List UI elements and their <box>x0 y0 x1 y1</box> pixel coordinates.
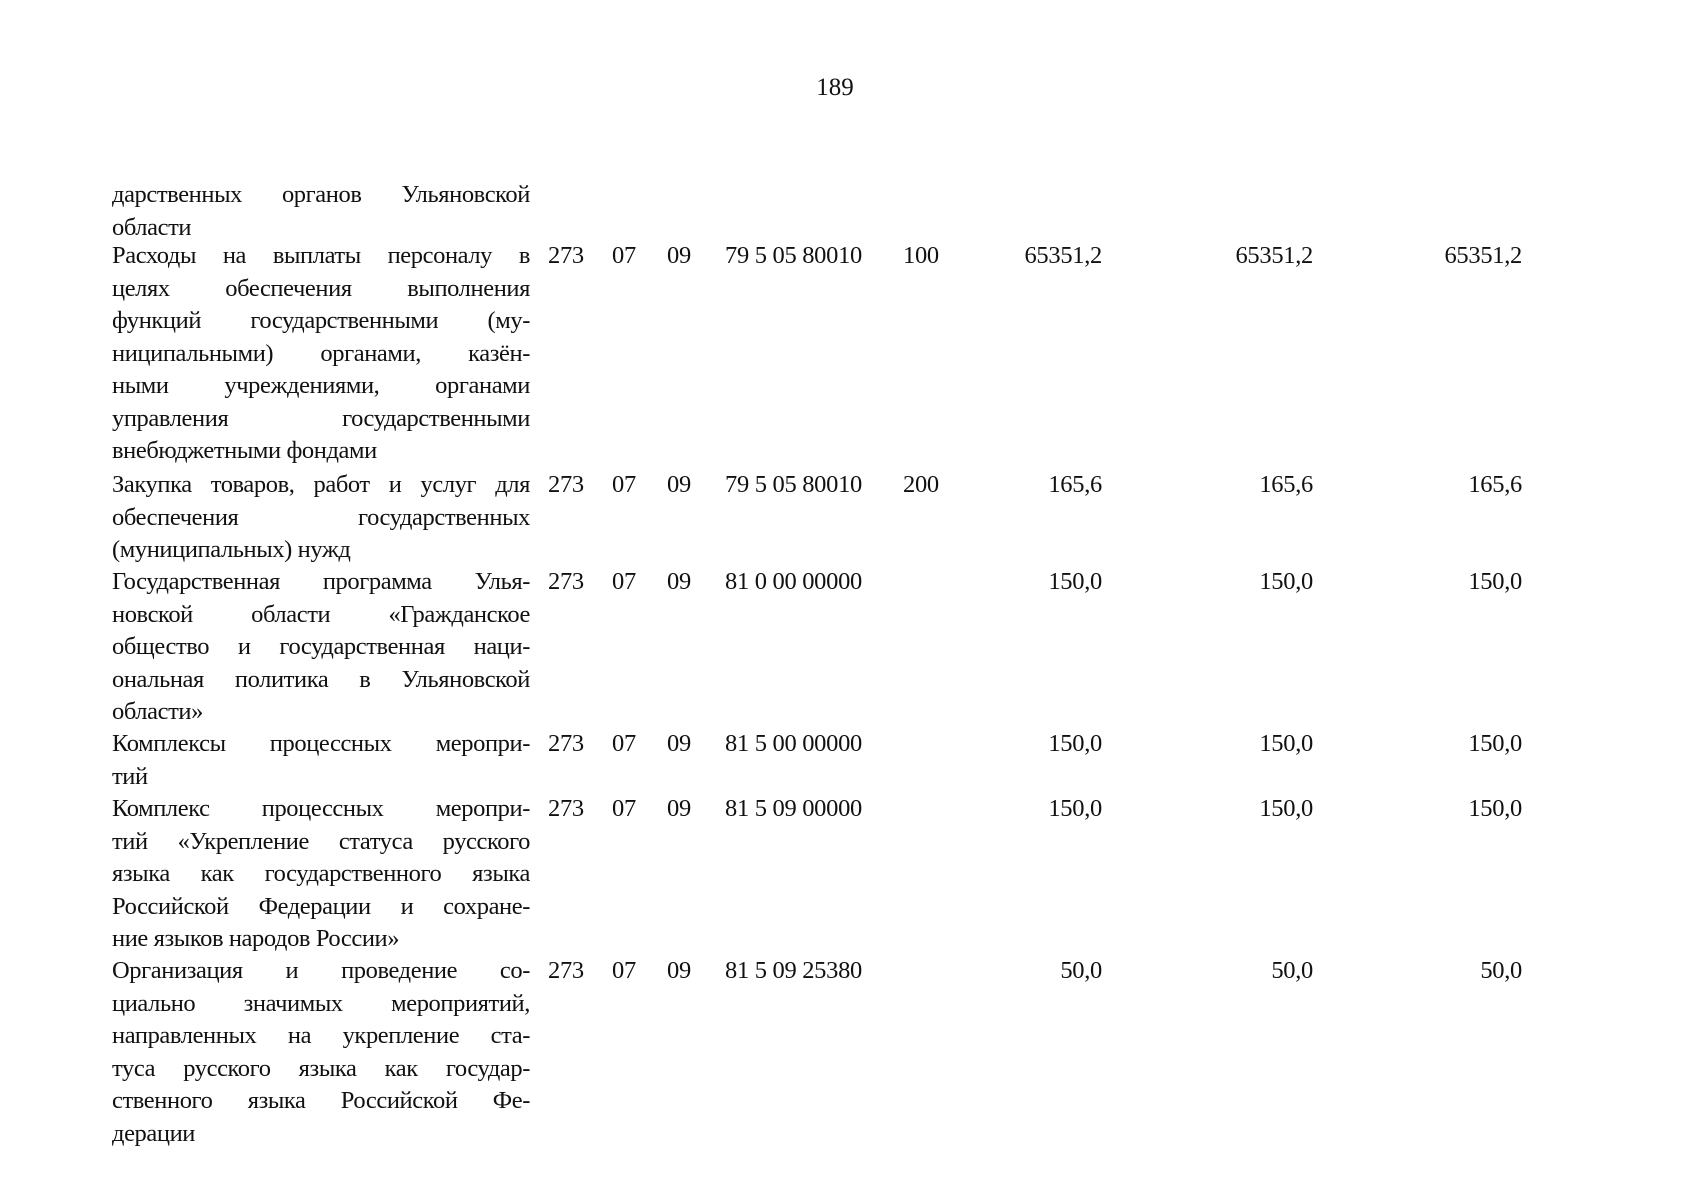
cell-v3: 65351,2 <box>1444 242 1522 269</box>
cell-grbs: 273 <box>548 957 584 984</box>
cell-v3: 50,0 <box>1480 957 1522 984</box>
cell-pr: 09 <box>667 568 691 595</box>
cell-pr: 09 <box>667 957 691 984</box>
cell-csr: 81 5 09 25380 <box>725 957 862 984</box>
description-line: тий «Укрепление статуса русского <box>112 827 530 855</box>
cell-pr: 09 <box>667 795 691 822</box>
row-description: Комплексы процессных меропри-тий <box>112 728 530 793</box>
cell-rz: 07 <box>612 795 636 822</box>
cell-v2: 165,6 <box>1259 471 1313 498</box>
description-line: Российской Федерации и сохране- <box>112 892 530 920</box>
row-description: Закупка товаров, работ и услуг для обеспе… <box>112 469 530 567</box>
cell-v3: 150,0 <box>1468 730 1522 757</box>
cell-rz: 07 <box>612 242 636 269</box>
cell-grbs: 273 <box>548 471 584 498</box>
description-line: Комплекс процессных меропри- <box>112 795 530 822</box>
cell-v3: 150,0 <box>1468 795 1522 822</box>
cell-v1: 150,0 <box>1048 730 1102 757</box>
cell-rz: 07 <box>612 471 636 498</box>
cell-csr: 81 0 00 00000 <box>725 568 862 595</box>
cell-v3: 150,0 <box>1468 568 1522 595</box>
description-line: области» <box>112 698 203 725</box>
description-line: общество и государственная наци- <box>112 633 530 660</box>
description-line: ниципальными) органами, казён- <box>112 339 530 367</box>
description-line: Расходы на выплаты персоналу в <box>112 242 530 269</box>
cell-v2: 65351,2 <box>1235 242 1313 269</box>
description-line: ными учреждениями, органами <box>112 372 530 399</box>
cell-rz: 07 <box>612 730 636 757</box>
cell-v1: 65351,2 <box>1024 242 1102 269</box>
cell-csr: 79 5 05 80010 <box>725 242 862 269</box>
cell-v2: 150,0 <box>1259 795 1313 822</box>
row-description: Организация и проведение со-циально знач… <box>112 955 530 1150</box>
cell-v1: 165,6 <box>1048 471 1102 498</box>
cell-rz: 07 <box>612 957 636 984</box>
description-line: внебюджетными фондами <box>112 437 377 464</box>
cell-pr: 09 <box>667 471 691 498</box>
description-line: дерации <box>112 1119 195 1147</box>
cell-grbs: 273 <box>548 730 584 757</box>
description-line: области <box>112 213 192 241</box>
cell-vr: 100 <box>903 242 939 269</box>
cell-v2: 150,0 <box>1259 730 1313 757</box>
description-line: целях обеспечения выполнения <box>112 274 530 302</box>
cell-v2: 50,0 <box>1271 957 1313 984</box>
cell-v3: 165,6 <box>1468 471 1522 498</box>
description-line: обеспечения государственных <box>112 503 530 531</box>
description-line: дарственных органов Ульяновской <box>112 181 530 208</box>
cell-csr: 81 5 00 00000 <box>725 730 862 757</box>
cell-grbs: 273 <box>548 568 584 595</box>
description-line: Организация и проведение со- <box>112 957 530 984</box>
cell-csr: 81 5 09 00000 <box>725 795 862 822</box>
description-line: (муниципальных) нужд <box>112 536 351 563</box>
description-line: языка как государственного языка <box>112 860 530 887</box>
description-line: новской области «Гражданское <box>112 600 530 628</box>
cell-grbs: 273 <box>548 795 584 822</box>
description-line: циально значимых мероприятий, <box>112 989 530 1017</box>
description-line: Комплексы процессных меропри- <box>112 730 530 757</box>
row-description: Государственная программа Улья-новской о… <box>112 566 530 729</box>
row-description: Расходы на выплаты персоналу в целях обес… <box>112 240 530 468</box>
cell-vr: 200 <box>903 471 939 498</box>
cell-v1: 50,0 <box>1060 957 1102 984</box>
description-line: тий <box>112 762 148 790</box>
cell-rz: 07 <box>612 568 636 595</box>
page-number: 189 <box>816 74 854 101</box>
description-line: туса русского языка как государ- <box>112 1054 530 1082</box>
description-line: Государственная программа Улья- <box>112 568 530 595</box>
description-line: ственного языка Российской Фе- <box>112 1087 530 1114</box>
cell-v2: 150,0 <box>1259 568 1313 595</box>
description-line: функций государственными (му- <box>112 307 530 334</box>
description-line: управления государственными <box>112 404 530 432</box>
description-line: направленных на укрепление ста- <box>112 1022 530 1049</box>
row-description: дарственных органов Ульяновской области <box>112 179 530 244</box>
description-line: Закупка товаров, работ и услуг для <box>112 471 530 498</box>
cell-v1: 150,0 <box>1048 568 1102 595</box>
cell-pr: 09 <box>667 730 691 757</box>
cell-v1: 150,0 <box>1048 795 1102 822</box>
description-line: ние языков народов России» <box>112 925 400 952</box>
cell-pr: 09 <box>667 242 691 269</box>
cell-grbs: 273 <box>548 242 584 269</box>
cell-csr: 79 5 05 80010 <box>725 471 862 498</box>
description-line: ональная политика в Ульяновской <box>112 665 530 693</box>
row-description: Комплекс процессных меропри-тий «Укрепле… <box>112 793 530 956</box>
